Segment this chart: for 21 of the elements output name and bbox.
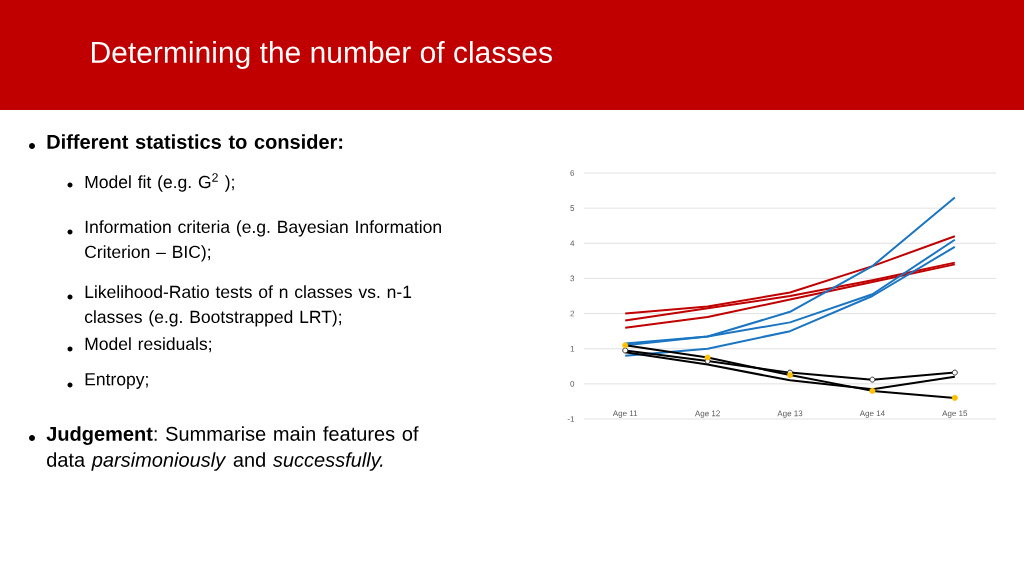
x-tick-label: Age 15 — [942, 410, 968, 418]
text: Likelihood-Ratio tests of n classes vs. n-1 classes (e.g. Bootstrapped LRT); — [84, 285, 412, 327]
y-tick-label: 2 — [570, 310, 575, 317]
x-tick-label: Age 14 — [859, 410, 885, 418]
text: Determining the number of classes — [92, 41, 552, 69]
x-tick-label: Age 11 — [612, 410, 638, 418]
text: Different statistics to consider: — [47, 134, 343, 149]
text: Entropy; — [85, 373, 148, 389]
text: Model fit (e.g. G$^{2}$ ); — [85, 173, 234, 192]
text: Model residuals; — [85, 337, 211, 353]
text: Information criteria (e.g. Bayesian Information Criterion – BIC); — [85, 220, 441, 262]
y-tick-label: 4 — [570, 240, 575, 247]
y-tick-label: 6 — [570, 170, 575, 176]
x-tick-label: Age 13 — [777, 410, 803, 418]
y-tick-label: 0 — [570, 381, 575, 387]
y-tick-label: 5 — [570, 205, 575, 211]
y-tick-label: -1 — [567, 416, 575, 422]
y-tick-label: 3 — [570, 275, 575, 282]
y-tick-label: 1 — [570, 345, 575, 352]
text: Judgement: Summarise main features of data parsimoniously and successfully. — [46, 426, 419, 471]
x-tick-label: Age 12 — [694, 410, 720, 418]
